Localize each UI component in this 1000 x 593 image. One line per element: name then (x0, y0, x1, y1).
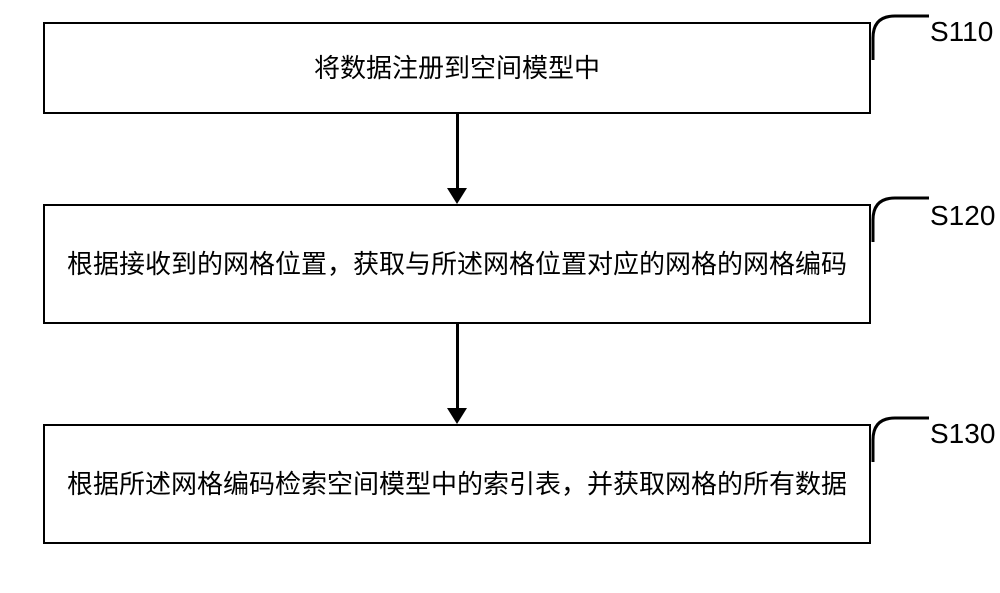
step-text-s120: 根据接收到的网格位置，获取与所述网格位置对应的网格的网格编码 (67, 245, 847, 284)
step-box-s120: 根据接收到的网格位置，获取与所述网格位置对应的网格的网格编码 (43, 204, 871, 324)
step-text-s130: 根据所述网格编码检索空间模型中的索引表，并获取网格的所有数据 (67, 465, 847, 504)
brace-s120 (871, 194, 931, 244)
arrow-1-head (447, 188, 467, 204)
brace-s130 (871, 414, 931, 464)
step-text-s110: 将数据注册到空间模型中 (314, 49, 600, 88)
step-label-s130: S130 (930, 418, 995, 450)
step-label-s120: S120 (930, 200, 995, 232)
flowchart-canvas: 将数据注册到空间模型中 S110 根据接收到的网格位置，获取与所述网格位置对应的… (0, 0, 1000, 593)
step-box-s110: 将数据注册到空间模型中 (43, 22, 871, 114)
step-label-s110: S110 (930, 16, 993, 48)
arrow-2-line (456, 324, 459, 408)
arrow-1-line (456, 114, 459, 188)
arrow-2-head (447, 408, 467, 424)
step-box-s130: 根据所述网格编码检索空间模型中的索引表，并获取网格的所有数据 (43, 424, 871, 544)
brace-s110 (871, 12, 931, 62)
